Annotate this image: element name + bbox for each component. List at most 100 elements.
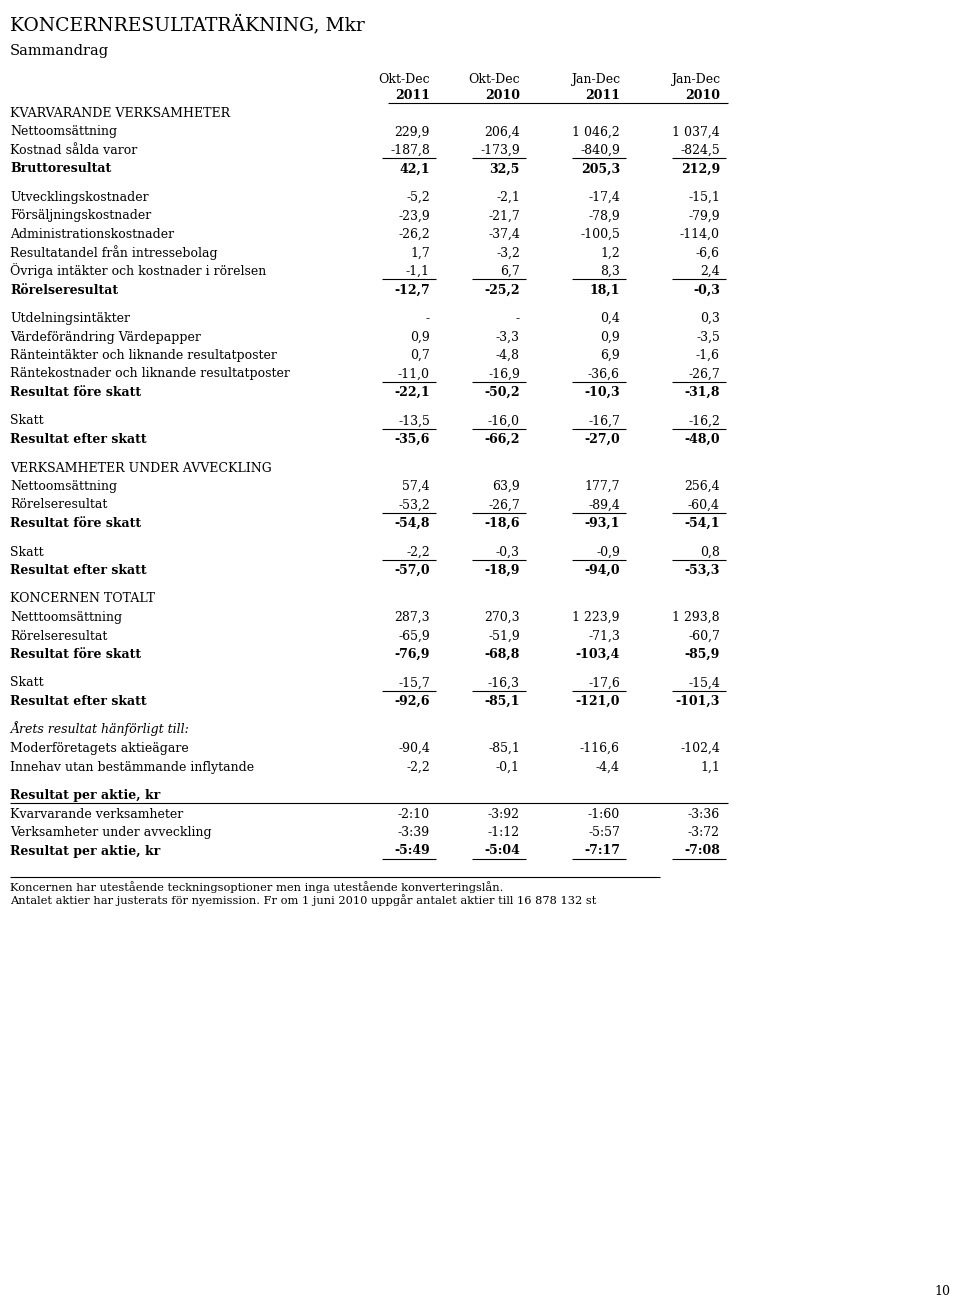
- Text: -60,7: -60,7: [688, 630, 720, 643]
- Text: -5:49: -5:49: [395, 845, 430, 858]
- Text: 205,3: 205,3: [581, 163, 620, 176]
- Text: -3,3: -3,3: [496, 331, 520, 344]
- Text: -1,6: -1,6: [696, 349, 720, 362]
- Text: -94,0: -94,0: [585, 564, 620, 577]
- Text: -18,6: -18,6: [485, 517, 520, 530]
- Text: Skatt: Skatt: [10, 677, 43, 690]
- Text: -103,4: -103,4: [576, 648, 620, 661]
- Text: 1,1: 1,1: [700, 761, 720, 774]
- Text: -60,4: -60,4: [688, 499, 720, 512]
- Text: -16,3: -16,3: [488, 677, 520, 690]
- Text: Resultat per aktie, kr: Resultat per aktie, kr: [10, 845, 160, 858]
- Text: Rörelseresultat: Rörelseresultat: [10, 499, 108, 512]
- Text: 287,3: 287,3: [395, 611, 430, 625]
- Text: 2010: 2010: [685, 89, 720, 102]
- Text: -5:04: -5:04: [484, 845, 520, 858]
- Text: -85,1: -85,1: [485, 695, 520, 708]
- Text: -3,2: -3,2: [496, 247, 520, 260]
- Text: Koncernen har utestående teckningsoptioner men inga utestående konverteringslån.: Koncernen har utestående teckningsoption…: [10, 882, 503, 893]
- Text: -23,9: -23,9: [398, 210, 430, 223]
- Text: Försäljningskostnader: Försäljningskostnader: [10, 210, 152, 223]
- Text: Okt-Dec: Okt-Dec: [468, 73, 520, 87]
- Text: -16,9: -16,9: [488, 367, 520, 380]
- Text: -6,6: -6,6: [696, 247, 720, 260]
- Text: KONCERNEN TOTALT: KONCERNEN TOTALT: [10, 593, 155, 606]
- Text: Skatt: Skatt: [10, 415, 43, 428]
- Text: -16,0: -16,0: [488, 415, 520, 428]
- Text: -17,4: -17,4: [588, 192, 620, 203]
- Text: Utdelningsintäkter: Utdelningsintäkter: [10, 312, 130, 325]
- Text: Rörelseresultat: Rörelseresultat: [10, 283, 118, 297]
- Text: -25,2: -25,2: [485, 283, 520, 297]
- Text: -0,3: -0,3: [693, 283, 720, 297]
- Text: -92,6: -92,6: [395, 695, 430, 708]
- Text: -15,1: -15,1: [688, 192, 720, 203]
- Text: -16,7: -16,7: [588, 415, 620, 428]
- Text: -15,7: -15,7: [398, 677, 430, 690]
- Text: -5,2: -5,2: [406, 192, 430, 203]
- Text: -0,1: -0,1: [496, 761, 520, 774]
- Text: KVARVARANDE VERKSAMHETER: KVARVARANDE VERKSAMHETER: [10, 108, 230, 119]
- Text: Övriga intäkter och kostnader i rörelsen: Övriga intäkter och kostnader i rörelsen: [10, 262, 266, 278]
- Text: 0,7: 0,7: [410, 349, 430, 362]
- Text: -3,5: -3,5: [696, 331, 720, 344]
- Text: -85,1: -85,1: [488, 743, 520, 754]
- Text: 2011: 2011: [585, 89, 620, 102]
- Text: -16,2: -16,2: [688, 415, 720, 428]
- Text: Verksamheter under avveckling: Verksamheter under avveckling: [10, 827, 211, 838]
- Text: Utvecklingskostnader: Utvecklingskostnader: [10, 192, 149, 203]
- Text: Sammandrag: Sammandrag: [10, 45, 109, 58]
- Text: Rörelseresultat: Rörelseresultat: [10, 630, 108, 643]
- Text: 32,5: 32,5: [490, 163, 520, 176]
- Text: -50,2: -50,2: [485, 386, 520, 399]
- Text: -26,2: -26,2: [398, 228, 430, 241]
- Text: -3:92: -3:92: [488, 807, 520, 820]
- Text: 0,8: 0,8: [700, 546, 720, 559]
- Text: -824,5: -824,5: [681, 144, 720, 157]
- Text: -85,9: -85,9: [684, 648, 720, 661]
- Text: -11,0: -11,0: [398, 367, 430, 380]
- Text: 1 293,8: 1 293,8: [672, 611, 720, 625]
- Text: Resultat efter skatt: Resultat efter skatt: [10, 564, 147, 577]
- Text: -79,9: -79,9: [688, 210, 720, 223]
- Text: Räntekostnader och liknande resultatposter: Räntekostnader och liknande resultatpost…: [10, 367, 290, 380]
- Text: -: -: [516, 312, 520, 325]
- Text: 0,3: 0,3: [700, 312, 720, 325]
- Text: 0,9: 0,9: [600, 331, 620, 344]
- Text: -7:08: -7:08: [684, 845, 720, 858]
- Text: Nettoomsättning: Nettoomsättning: [10, 480, 117, 493]
- Text: 1 046,2: 1 046,2: [572, 126, 620, 139]
- Text: -173,9: -173,9: [480, 144, 520, 157]
- Text: 10: 10: [934, 1284, 950, 1298]
- Text: Årets resultat hänförligt till:: Årets resultat hänförligt till:: [10, 722, 189, 736]
- Text: Resultat före skatt: Resultat före skatt: [10, 648, 141, 661]
- Text: -4,8: -4,8: [496, 349, 520, 362]
- Text: -121,0: -121,0: [575, 695, 620, 708]
- Text: -57,0: -57,0: [395, 564, 430, 577]
- Text: -78,9: -78,9: [588, 210, 620, 223]
- Text: Bruttoresultat: Bruttoresultat: [10, 163, 111, 176]
- Text: -7:17: -7:17: [584, 845, 620, 858]
- Text: VERKSAMHETER UNDER AVVECKLING: VERKSAMHETER UNDER AVVECKLING: [10, 462, 272, 475]
- Text: -65,9: -65,9: [398, 630, 430, 643]
- Text: Jan-Dec: Jan-Dec: [571, 73, 620, 87]
- Text: -89,4: -89,4: [588, 499, 620, 512]
- Text: -15,4: -15,4: [688, 677, 720, 690]
- Text: 18,1: 18,1: [589, 283, 620, 297]
- Text: -27,0: -27,0: [585, 433, 620, 446]
- Text: Antalet aktier har justerats för nyemission. Fr om 1 juni 2010 uppgår antalet ak: Antalet aktier har justerats för nyemiss…: [10, 895, 596, 907]
- Text: 1 037,4: 1 037,4: [672, 126, 720, 139]
- Text: -51,9: -51,9: [489, 630, 520, 643]
- Text: 177,7: 177,7: [585, 480, 620, 493]
- Text: Administrationskostnader: Administrationskostnader: [10, 228, 174, 241]
- Text: -37,4: -37,4: [488, 228, 520, 241]
- Text: 6,9: 6,9: [600, 349, 620, 362]
- Text: -0,9: -0,9: [596, 546, 620, 559]
- Text: Ränteintäkter och liknande resultatposter: Ränteintäkter och liknande resultatposte…: [10, 349, 276, 362]
- Text: 229,9: 229,9: [395, 126, 430, 139]
- Text: Resultat före skatt: Resultat före skatt: [10, 517, 141, 530]
- Text: -2,2: -2,2: [406, 546, 430, 559]
- Text: -13,5: -13,5: [398, 415, 430, 428]
- Text: -36,6: -36,6: [588, 367, 620, 380]
- Text: 6,7: 6,7: [500, 265, 520, 278]
